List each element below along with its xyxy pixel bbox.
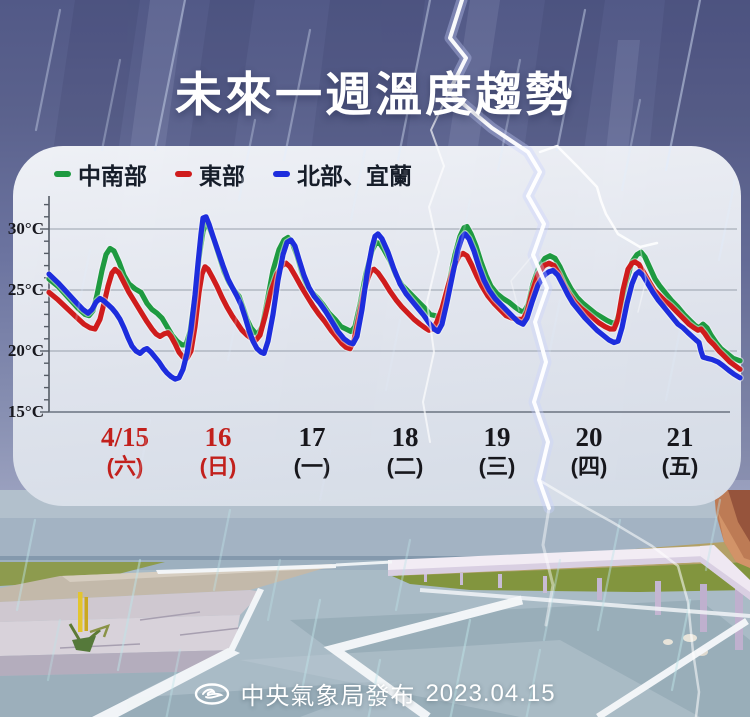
rain-streak	[717, 178, 737, 262]
guardrail	[388, 545, 750, 656]
legend-label: 東部	[199, 163, 245, 189]
rain-streak	[100, 58, 122, 152]
rain-streak	[704, 498, 722, 572]
rain-streak	[664, 0, 702, 172]
rain-streak	[74, 248, 92, 322]
rain-streak	[237, 118, 257, 202]
date-label: 20 (四)	[541, 424, 637, 479]
lightning-branch-right	[538, 144, 659, 249]
lane-markings	[92, 564, 336, 717]
legend-item: 北部、宜蘭	[273, 157, 412, 191]
footer-agency: 中央氣象局發布	[240, 683, 416, 710]
rain-streak	[153, 0, 187, 152]
lightning-branch-left	[422, 91, 450, 443]
cliff	[714, 490, 750, 568]
sidewalk	[0, 564, 336, 717]
rain-streak	[136, 418, 152, 482]
rain-streak	[282, 28, 312, 162]
rain-streak	[620, 98, 642, 192]
page-title: 未來一週溫度趨勢	[175, 68, 575, 121]
series-line-北部、宜蘭	[46, 214, 743, 382]
date-number: 16	[204, 422, 232, 452]
rain-streak	[555, 8, 587, 152]
date-weekday: (二)	[386, 454, 424, 479]
rain-streak	[34, 8, 62, 132]
rain-streak	[300, 598, 322, 692]
legend-swatch-icon	[175, 171, 192, 177]
footer: 中央氣象局發布 2023.04.15	[0, 676, 750, 711]
y-axis-label: 15°C	[7, 402, 44, 421]
date-weekday: (日)	[199, 454, 237, 479]
rain-streak	[670, 598, 692, 692]
date-weekday: (五)	[661, 454, 699, 479]
footer-date: 2023.04.15	[425, 679, 556, 707]
rain-streak	[496, 58, 522, 172]
date-label: 19 (三)	[449, 424, 545, 479]
legend-item: 東部	[175, 157, 245, 191]
plant	[68, 592, 111, 652]
rain-streak	[456, 198, 472, 262]
rain-streak	[46, 618, 62, 682]
rain-streak	[15, 518, 37, 612]
rain-streak	[542, 558, 562, 642]
rain-streak	[596, 518, 622, 632]
date-number: 19	[483, 422, 511, 452]
date-label: 17 (一)	[264, 424, 360, 479]
rain-streak	[367, 658, 382, 717]
rain-streak	[394, 538, 412, 612]
legend-label: 北部、宜蘭	[297, 163, 412, 189]
date-number: 4/15	[100, 422, 149, 452]
date-number: 20	[575, 422, 603, 452]
date-label: 4/15 (六)	[77, 424, 173, 479]
date-label: 18 (二)	[357, 424, 453, 479]
rain-streak	[349, 148, 367, 222]
lightning-branch-bottom	[537, 478, 701, 717]
rain-streak	[165, 648, 182, 717]
legend-swatch-icon	[54, 171, 71, 177]
date-weekday: (四)	[570, 454, 608, 479]
rain-streak	[212, 508, 232, 592]
rain-streak	[396, 0, 432, 162]
date-number: 17	[298, 422, 326, 452]
rain-streak	[664, 328, 682, 402]
chart-legend: 中南部 東部 北部、宜蘭	[54, 157, 412, 191]
rain-streak	[449, 618, 472, 717]
legend-item: 中南部	[54, 157, 147, 191]
rain-streak	[318, 448, 332, 502]
rain-streak	[525, 648, 542, 717]
rain-streak	[226, 298, 242, 362]
rain-streak	[384, 318, 402, 392]
series-line-東部	[46, 250, 743, 372]
legend-label: 中南部	[78, 163, 147, 189]
cwb-logo-icon	[195, 682, 230, 705]
date-number: 18	[391, 422, 419, 452]
date-number: 21	[666, 422, 694, 452]
y-axis-label: 30°C	[7, 219, 44, 238]
sea-horizon-line	[0, 556, 750, 560]
date-weekday: (一)	[293, 454, 331, 479]
y-axis-label: 25°C	[7, 280, 44, 299]
rain-streak	[266, 558, 282, 622]
date-weekday: (三)	[478, 454, 516, 479]
legend-swatch-icon	[273, 171, 290, 177]
date-weekday: (六)	[106, 454, 144, 479]
y-axis-label: 20°C	[7, 341, 44, 360]
rain-streak	[116, 558, 142, 672]
date-label: 21 (五)	[632, 424, 728, 479]
date-label: 16 (日)	[170, 424, 266, 479]
